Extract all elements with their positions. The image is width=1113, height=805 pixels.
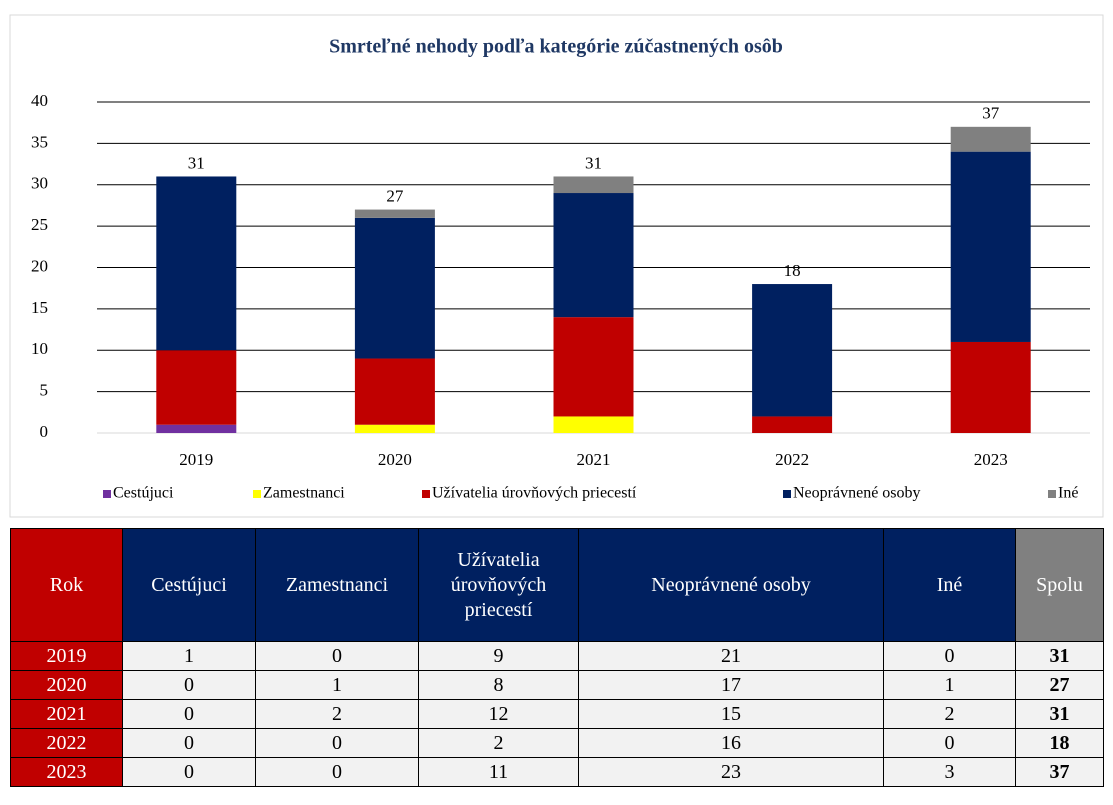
legend-label: Neoprávnené osoby xyxy=(793,485,921,502)
table-cell: 2022 xyxy=(10,728,123,758)
table-cell: 1 xyxy=(883,670,1016,700)
header-cell: Zamestnanci xyxy=(255,528,419,642)
table-cell: 12 xyxy=(418,699,579,729)
table-row: 2020 0 1 8 17 1 27 xyxy=(10,670,1104,700)
chart-title: Smrteľné nehody podľa kategórie zúčastne… xyxy=(329,36,783,58)
header-cell: Neoprávnené osoby xyxy=(578,528,884,642)
chart: Smrteľné nehody podľa kategórie zúčastne… xyxy=(9,14,1104,518)
header-cell: Iné xyxy=(883,528,1016,642)
table-body: 2019 1 0 9 21 0 31 2020 0 1 8 17 1 27 2021 0 2 12 15 2 31 202… xyxy=(10,641,1104,787)
bar-segment xyxy=(156,424,237,433)
table-cell: 37 xyxy=(1015,757,1104,787)
y-tick-label: 40 xyxy=(31,91,48,110)
table-cell: 21 xyxy=(578,641,884,671)
total-label: 37 xyxy=(982,104,1000,123)
bar-segment xyxy=(354,424,435,433)
table-cell: 2 xyxy=(255,699,419,729)
y-tick-label: 30 xyxy=(31,174,48,193)
total-label: 31 xyxy=(188,153,205,172)
table-cell: 31 xyxy=(1015,641,1104,671)
header-cell: Rok xyxy=(10,528,123,642)
x-tick-label: 2019 xyxy=(179,450,213,469)
table-cell: 0 xyxy=(255,641,419,671)
legend-swatch xyxy=(1048,490,1056,498)
header-cell: Užívatelia úrovňových priecestí xyxy=(418,528,579,642)
y-tick-label: 5 xyxy=(40,381,49,400)
header-cell: Spolu xyxy=(1015,528,1104,642)
legend-swatch xyxy=(103,490,111,498)
table-cell: 23 xyxy=(578,757,884,787)
legend-label: Zamestnanci xyxy=(263,485,345,502)
y-tick-label: 20 xyxy=(31,256,48,275)
table-cell: 1 xyxy=(255,670,419,700)
y-tick-label: 10 xyxy=(31,339,48,358)
bar-segment xyxy=(950,126,1031,152)
bar-segment xyxy=(156,350,237,425)
total-label: 18 xyxy=(784,261,801,280)
x-tick-label: 2022 xyxy=(775,450,809,469)
table-row: 2021 0 2 12 15 2 31 xyxy=(10,699,1104,729)
table-cell: 0 xyxy=(255,728,419,758)
y-tick-label: 35 xyxy=(31,132,48,151)
table-cell: 0 xyxy=(122,728,256,758)
table-cell: 0 xyxy=(122,757,256,787)
table-cell: 0 xyxy=(122,670,256,700)
bar-segment xyxy=(752,416,833,433)
table-cell: 2023 xyxy=(10,757,123,787)
table-cell: 2021 xyxy=(10,699,123,729)
bar-segment xyxy=(553,416,634,433)
legend-swatch xyxy=(253,490,261,498)
y-tick-label: 0 xyxy=(40,422,49,441)
legend-label: Iné xyxy=(1058,485,1078,502)
bar-segment xyxy=(950,341,1031,433)
table-cell: 2019 xyxy=(10,641,123,671)
y-tick-label: 15 xyxy=(31,298,48,317)
bar-segment xyxy=(553,176,634,194)
legend-label: Užívatelia úrovňových priecestí xyxy=(432,485,637,502)
data-table: Rok Cestújuci Zamestnanci Užívatelia úrovňo… xyxy=(10,528,1104,787)
table-cell: 1 xyxy=(122,641,256,671)
table-cell: 2 xyxy=(418,728,579,758)
x-tick-label: 2021 xyxy=(577,450,611,469)
table-cell: 0 xyxy=(122,699,256,729)
table-row: 2023 0 0 11 23 3 37 xyxy=(10,757,1104,787)
table-cell: 31 xyxy=(1015,699,1104,729)
total-label: 31 xyxy=(585,153,602,172)
table-row: 2019 1 0 9 21 0 31 xyxy=(10,641,1104,671)
total-label: 27 xyxy=(386,186,404,205)
bar-segment xyxy=(553,193,634,318)
table-cell: 18 xyxy=(1015,728,1104,758)
header-row: Rok Cestújuci Zamestnanci Užívatelia úrovňo… xyxy=(10,528,1104,642)
bar-segment xyxy=(752,284,833,417)
table-row: 2022 0 0 2 16 0 18 xyxy=(10,728,1104,758)
y-tick-label: 25 xyxy=(31,215,48,234)
table-cell: 8 xyxy=(418,670,579,700)
bar-segment xyxy=(354,209,435,218)
bar-segment xyxy=(354,358,435,425)
table-cell: 11 xyxy=(418,757,579,787)
legend-swatch xyxy=(783,490,791,498)
legend-swatch xyxy=(422,490,430,498)
x-tick-label: 2023 xyxy=(974,450,1008,469)
table-cell: 27 xyxy=(1015,670,1104,700)
table-cell: 2 xyxy=(883,699,1016,729)
legend-label: Cestújuci xyxy=(113,485,174,502)
bar-segment xyxy=(553,317,634,417)
table-cell: 0 xyxy=(883,728,1016,758)
table-cell: 9 xyxy=(418,641,579,671)
table-cell: 16 xyxy=(578,728,884,758)
table-cell: 0 xyxy=(883,641,1016,671)
table-cell: 17 xyxy=(578,670,884,700)
bar-segment xyxy=(950,151,1031,342)
x-tick-label: 2020 xyxy=(378,450,412,469)
table-cell: 0 xyxy=(255,757,419,787)
bar-segment xyxy=(156,176,237,351)
header-cell: Cestújuci xyxy=(122,528,256,642)
bar-segment xyxy=(354,217,435,359)
table-cell: 2020 xyxy=(10,670,123,700)
table-cell: 3 xyxy=(883,757,1016,787)
table-cell: 15 xyxy=(578,699,884,729)
